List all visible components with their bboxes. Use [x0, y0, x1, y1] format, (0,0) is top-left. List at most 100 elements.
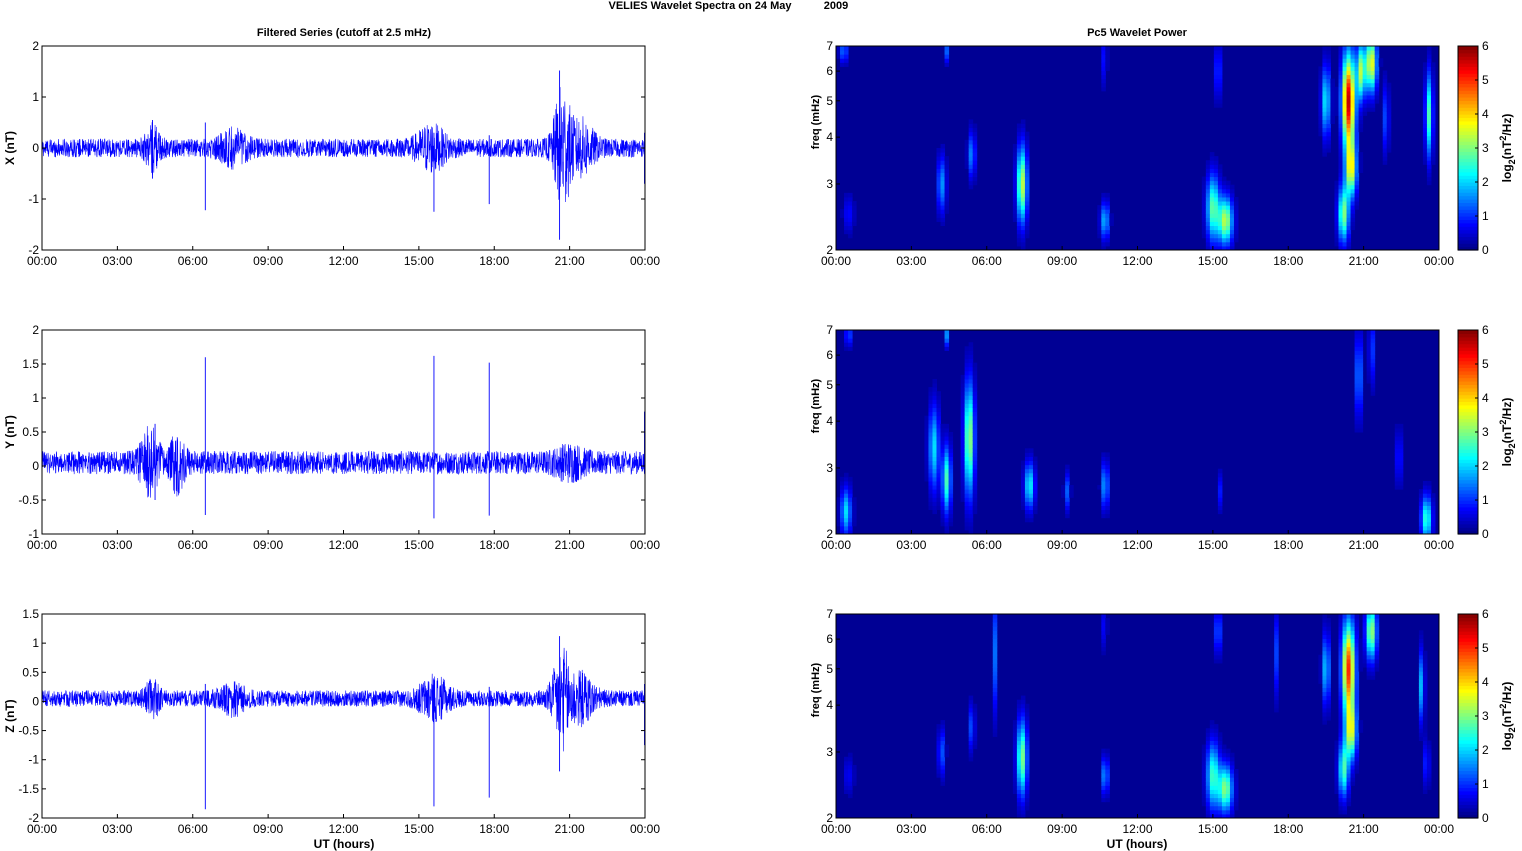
heatmap-cell: [1422, 687, 1428, 693]
heatmap-cell: [972, 362, 978, 368]
heatmap-cell: [1326, 82, 1331, 88]
heatmap-cell: [1374, 618, 1380, 623]
heatmap-cell: [1233, 209, 1239, 214]
colorbar-step: [1458, 620, 1478, 625]
heatmap-cell: [1354, 769, 1360, 774]
heatmap-cell: [1101, 229, 1106, 235]
heatmap-cell: [960, 419, 966, 425]
heatmap-cell: [928, 395, 933, 400]
heatmap-cell: [972, 505, 978, 511]
heatmap-cell: [964, 468, 970, 474]
heatmap-cell: [944, 50, 950, 55]
heatmap-cell: [1322, 622, 1327, 627]
heatmap-cell: [940, 720, 946, 725]
heatmap-cell: [1374, 66, 1380, 71]
heatmap-cell: [848, 334, 853, 339]
heatmap-cell: [1394, 440, 1400, 445]
colorbar-step: [1458, 151, 1478, 156]
heatmap-cell: [1342, 658, 1348, 664]
heatmap-cell: [1201, 229, 1207, 235]
heatmap-cell: [1354, 107, 1360, 112]
heatmap-cell: [1233, 793, 1239, 799]
heatmap-cell: [1426, 744, 1432, 750]
heatmap-cell: [928, 505, 933, 511]
colorbar-step: [1458, 787, 1478, 792]
heatmap-cell: [1426, 740, 1432, 746]
heatmap-cell: [848, 789, 853, 795]
heatmap-cell: [936, 493, 942, 498]
heatmap-cell: [1105, 760, 1110, 766]
heatmap-cell: [1350, 196, 1356, 202]
colorbar-step: [1458, 394, 1478, 399]
y-tick-label: 2: [32, 39, 39, 53]
heatmap-cell: [1101, 501, 1106, 506]
heatmap-cell: [1217, 793, 1223, 799]
heatmap-cell: [1354, 148, 1360, 153]
colorbar-step: [1458, 226, 1478, 231]
colorbar-step: [1458, 124, 1478, 129]
heatmap-cell: [1366, 671, 1372, 676]
heatmap-cell: [1221, 221, 1227, 227]
heatmap-cell: [944, 748, 950, 754]
heatmap-cell: [1426, 521, 1432, 527]
heatmap-cell: [936, 148, 942, 153]
heatmap-cell: [1225, 789, 1231, 795]
heatmap-cell: [1346, 135, 1352, 141]
heatmap-cell: [1201, 176, 1207, 182]
heatmap-cell: [1386, 82, 1392, 88]
heatmap-cell: [1229, 184, 1235, 190]
heatmap-cell: [840, 489, 845, 494]
heatmap-cell: [1016, 756, 1022, 762]
heatmap-cell: [1105, 456, 1110, 462]
heatmap-cell: [1422, 781, 1428, 786]
heatmap-cell: [972, 172, 978, 178]
heatmap-cell: [1322, 94, 1327, 100]
heatmap-cell: [1201, 205, 1207, 210]
heatmap-cell: [1101, 66, 1106, 71]
heatmap-cell: [1362, 642, 1368, 648]
heatmap-cell: [1338, 50, 1344, 55]
heatmap-cell: [1426, 46, 1432, 51]
heatmap-cell: [1105, 626, 1110, 631]
heatmap-cell: [992, 707, 998, 713]
heatmap-cell: [1105, 793, 1110, 799]
heatmap-cell: [1354, 703, 1360, 709]
heatmap-cell: [1024, 716, 1030, 721]
colorbar-step: [1458, 330, 1478, 334]
heatmap-cell: [1350, 699, 1356, 705]
heatmap-cell: [1318, 115, 1323, 120]
heatmap-cell: [992, 618, 998, 623]
heatmap-cell: [1358, 82, 1364, 88]
heatmap-cell: [1354, 192, 1360, 198]
heatmap-cell: [1346, 233, 1352, 239]
heatmap-cell: [936, 411, 942, 417]
heatmap-cell: [1105, 789, 1110, 795]
heatmap-cell: [1217, 229, 1223, 235]
heatmap-cell: [848, 342, 853, 347]
x-tick-label: 18:00: [1273, 538, 1303, 552]
heatmap-cell: [1330, 107, 1335, 112]
heatmap-cell: [1426, 773, 1432, 778]
heatmap-cell: [944, 58, 950, 63]
heatmap-cell: [968, 452, 974, 457]
heatmap-cell: [1362, 622, 1368, 627]
heatmap-cell: [1024, 736, 1030, 741]
colorbar-step: [1458, 627, 1478, 632]
heatmap-cell: [1362, 62, 1368, 67]
colorbar-step: [1458, 66, 1478, 71]
heatmap-cell: [968, 342, 974, 347]
heatmap-cell: [972, 383, 978, 388]
colorbar-tick-label: 5: [1482, 73, 1489, 87]
heatmap-cell: [840, 209, 845, 214]
heatmap-cell: [936, 415, 942, 421]
heatmap-cell: [1366, 362, 1372, 368]
heatmap-cell: [1346, 748, 1352, 754]
heatmap-cell: [1354, 334, 1360, 339]
heatmap-cell: [1225, 184, 1231, 190]
heatmap-cell: [1318, 70, 1323, 76]
heatmap-cell: [972, 489, 978, 494]
heatmap-cell: [1338, 638, 1344, 644]
heatmap-cell: [1217, 732, 1223, 737]
heatmap-cell: [1382, 82, 1388, 88]
heatmap-cell: [964, 354, 970, 360]
